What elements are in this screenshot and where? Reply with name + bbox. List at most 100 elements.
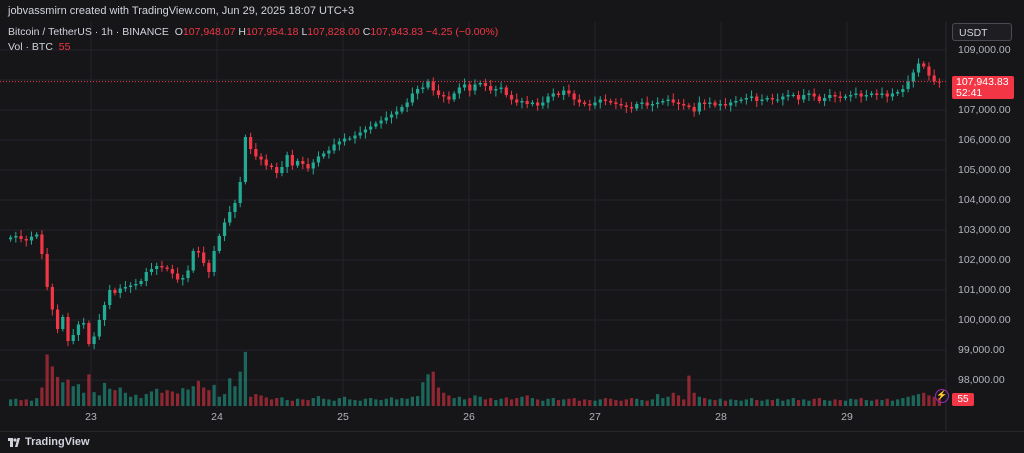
last-price-value: 107,943.83 (956, 76, 1009, 88)
volume-bar (692, 392, 696, 406)
volume-bar (645, 400, 649, 406)
candle-body (285, 155, 289, 167)
last-price-tag: 107,943.83 52:41 (952, 76, 1014, 99)
candle-body (311, 162, 315, 169)
candle-body (181, 278, 185, 280)
candle-body (729, 102, 733, 106)
candle-body (567, 90, 571, 94)
candle-body (222, 222, 227, 236)
high-value: 107,954.18 (245, 26, 299, 38)
candle-body (129, 285, 133, 287)
candle-body (822, 98, 827, 101)
candlestick-chart[interactable] (0, 22, 1024, 431)
volume-bar (301, 399, 305, 406)
candle-body (551, 93, 555, 97)
candle-body (765, 98, 769, 100)
candle-body (405, 102, 409, 107)
candle-body (702, 102, 707, 104)
volume-bar (614, 400, 618, 406)
volume-bar (332, 400, 336, 406)
candle-body (755, 96, 759, 101)
low-value: 107,828.00 (307, 26, 360, 38)
volume-bar (890, 400, 895, 406)
volume-bar (927, 395, 931, 406)
volume-bar (650, 399, 655, 406)
volume-bar (922, 392, 926, 406)
volume-bar (906, 396, 910, 406)
candle-body (442, 95, 446, 97)
tradingview-logo-icon (8, 438, 20, 447)
volume-bar (186, 389, 190, 406)
volume-bar (113, 390, 117, 406)
volume-bar (108, 388, 112, 406)
volume-bar (384, 398, 388, 406)
volume-bar (535, 399, 540, 406)
candle-body (869, 93, 874, 95)
volume-bar (666, 396, 670, 406)
candle-body (306, 164, 310, 169)
candle-body (113, 290, 117, 293)
volume-bar (348, 399, 352, 406)
volume-bar (55, 376, 60, 406)
volume-bar (833, 399, 837, 406)
candle-body (217, 236, 221, 251)
volume-bar (713, 400, 717, 406)
volume-bar (603, 398, 608, 406)
volume-bar (389, 397, 394, 406)
candle-body (97, 320, 101, 337)
candle-body (927, 66, 931, 76)
volume-bar (155, 388, 159, 406)
symbol-title[interactable]: Bitcoin / TetherUS · 1h · BINANCE (8, 26, 169, 38)
currency-button[interactable]: USDT (952, 23, 1012, 41)
candle-body (155, 266, 159, 269)
volume-bar (708, 399, 712, 406)
volume-bar (796, 400, 801, 406)
volume-bar (869, 400, 874, 406)
candle-body (457, 87, 461, 94)
price-tick-label: 104,000.00 (958, 194, 1011, 206)
volume-bar (755, 400, 759, 406)
volume-bar (499, 398, 503, 406)
time-tick-label: 25 (337, 411, 349, 423)
candle-body (718, 104, 722, 106)
open-label: O (174, 26, 183, 38)
candle-body (8, 237, 13, 240)
lightning-icon[interactable]: ⚡ (935, 389, 949, 403)
volume-bar (149, 391, 154, 406)
chart-area[interactable] (0, 22, 1024, 431)
volume-bar (624, 399, 628, 406)
candle-body (35, 234, 39, 237)
volume-bar (275, 398, 279, 406)
candle-body (802, 95, 806, 100)
volume-bar (901, 398, 905, 406)
candle-body (102, 305, 107, 320)
volume-bar (744, 399, 748, 406)
volume-bar (254, 394, 258, 406)
candle-body (379, 120, 383, 124)
volume-bar (760, 400, 764, 406)
candle-body (337, 141, 341, 145)
volume-value: 55 (58, 41, 71, 53)
candle-body (807, 93, 811, 95)
candle-body (280, 167, 284, 173)
volume-bar (776, 398, 780, 406)
candle-body (165, 267, 169, 269)
volume-bar (269, 399, 274, 406)
candle-body (645, 102, 649, 106)
volume-bar (24, 399, 28, 406)
volume-bar (40, 387, 44, 406)
volume-bar (337, 398, 341, 406)
candle-body (353, 135, 357, 139)
close-value: 107,943.83 (370, 26, 423, 38)
volume-bar (509, 399, 514, 406)
volume-bar (864, 400, 868, 406)
candle-body (123, 287, 128, 289)
volume-label[interactable]: Vol · BTC (8, 41, 53, 53)
volume-bar (478, 396, 482, 406)
price-tick-label: 100,000.00 (958, 314, 1011, 326)
candle-body (650, 104, 655, 106)
high-label: H (238, 26, 246, 38)
volume-bar (353, 400, 357, 406)
candle-body (243, 137, 248, 182)
candle-body (45, 254, 49, 287)
